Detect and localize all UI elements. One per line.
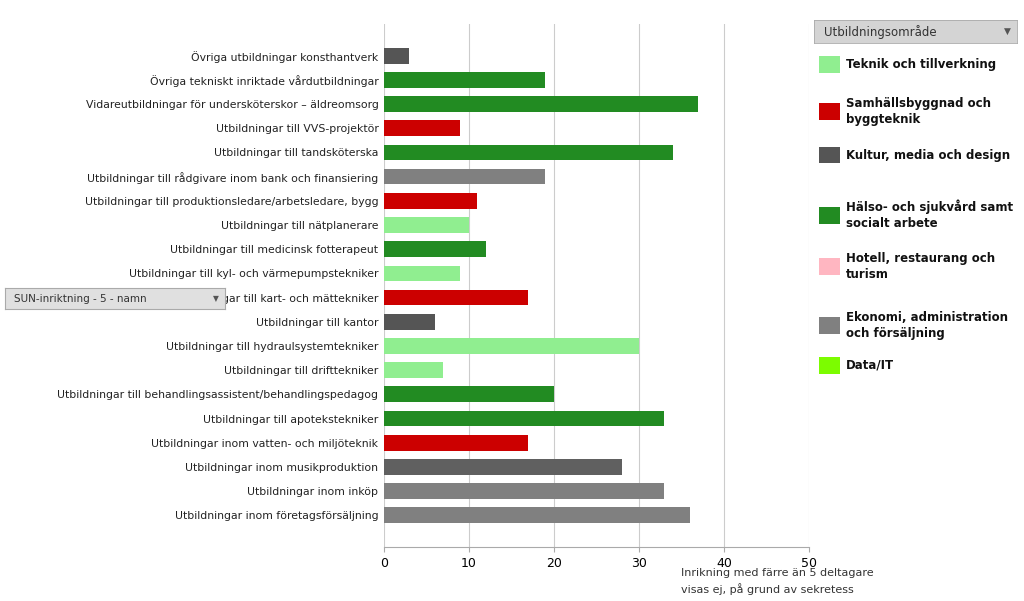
- Bar: [384, 290, 528, 305]
- Bar: [384, 266, 461, 281]
- Text: Hotell, restaurang och
turism: Hotell, restaurang och turism: [846, 252, 995, 281]
- Text: Ekonomi, administration
och försäljning: Ekonomi, administration och försäljning: [846, 311, 1008, 340]
- Text: Utbildningsområde: Utbildningsområde: [824, 25, 937, 39]
- Bar: [384, 217, 469, 233]
- Bar: [384, 338, 639, 354]
- Text: Teknik och tillverkning: Teknik och tillverkning: [846, 58, 996, 72]
- Bar: [384, 145, 673, 160]
- Text: Kultur, media och design: Kultur, media och design: [846, 148, 1010, 162]
- Bar: [384, 386, 554, 402]
- Text: ▼: ▼: [213, 294, 219, 303]
- Text: ▼: ▼: [1004, 28, 1011, 36]
- Bar: [384, 507, 690, 523]
- Bar: [384, 362, 443, 378]
- Text: Hälso- och sjukvård samt
socialt arbete: Hälso- och sjukvård samt socialt arbete: [846, 200, 1013, 230]
- Bar: [384, 410, 665, 426]
- Bar: [384, 459, 622, 475]
- Bar: [384, 120, 461, 136]
- Text: Samhällsbyggnad och
byggteknik: Samhällsbyggnad och byggteknik: [846, 97, 991, 126]
- Bar: [384, 435, 528, 451]
- Bar: [384, 169, 546, 185]
- Bar: [384, 314, 435, 329]
- Bar: [384, 483, 665, 499]
- Bar: [384, 96, 698, 112]
- Bar: [384, 193, 477, 209]
- Text: Data/IT: Data/IT: [846, 359, 894, 372]
- Text: SUN-inriktning - 5 - namn: SUN-inriktning - 5 - namn: [14, 293, 146, 304]
- Text: Inrikning med färre än 5 deltagare
visas ej, på grund av sekretess: Inrikning med färre än 5 deltagare visas…: [681, 568, 873, 595]
- Bar: [384, 72, 546, 88]
- Bar: [384, 48, 410, 64]
- Bar: [384, 242, 486, 257]
